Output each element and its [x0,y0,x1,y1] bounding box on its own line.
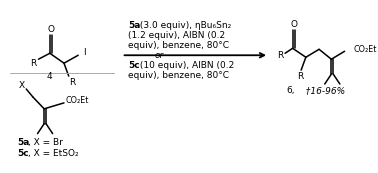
Text: (10 equiv), AIBN (0.2: (10 equiv), AIBN (0.2 [137,61,234,70]
Text: (3.0 equiv), ηBu₆Sn₂: (3.0 equiv), ηBu₆Sn₂ [137,21,231,30]
Text: (1.2 equiv), AIBN (0.2: (1.2 equiv), AIBN (0.2 [128,31,225,40]
Text: O: O [47,25,54,34]
Text: 4: 4 [47,72,53,81]
Text: CO₂Et: CO₂Et [65,96,89,105]
Text: equiv), benzene, 80°C: equiv), benzene, 80°C [128,41,229,50]
Text: 5a: 5a [128,21,141,30]
Text: O: O [290,20,297,29]
Text: , X = EtSO₂: , X = EtSO₂ [28,149,79,158]
Text: R: R [277,51,284,60]
Text: or: or [155,51,164,60]
Text: 6,: 6, [287,86,295,95]
Text: 5c: 5c [128,61,140,70]
Text: R: R [70,78,76,86]
Text: CO₂Et: CO₂Et [353,45,376,54]
Text: equiv), benzene, 80°C: equiv), benzene, 80°C [128,71,229,80]
Text: , X = Br: , X = Br [28,138,63,147]
Text: I: I [84,48,86,57]
Text: 5a: 5a [18,138,30,147]
Text: X: X [19,80,25,89]
Text: †16-96%: †16-96% [303,86,345,95]
Text: 5c: 5c [18,149,29,158]
Text: R: R [30,59,36,68]
Text: R: R [297,72,303,81]
